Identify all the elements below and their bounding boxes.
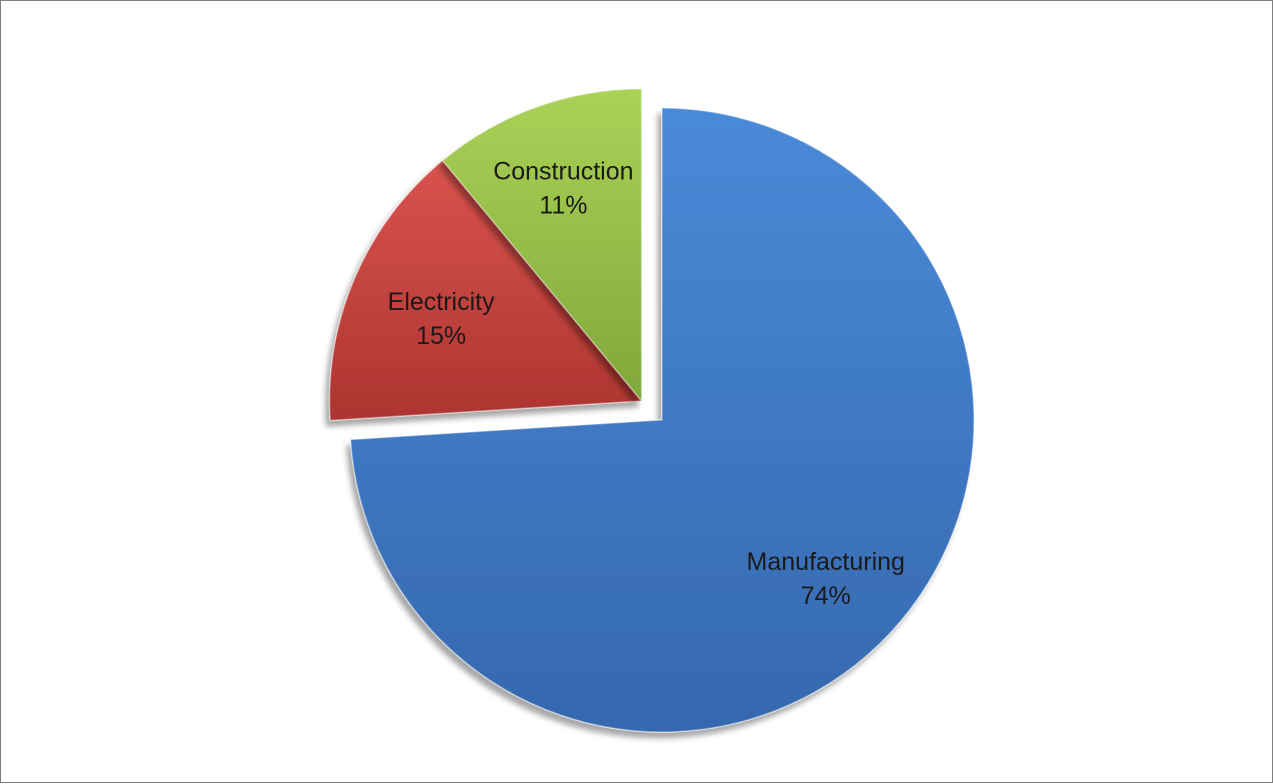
slice-name: Electricity xyxy=(388,288,495,316)
slice-percent: 15% xyxy=(416,322,466,350)
pie-slice-construction xyxy=(441,88,643,403)
pie-slice-manufacturing xyxy=(349,107,975,733)
pie-slice-electricity xyxy=(328,159,644,422)
slice-name: Construction xyxy=(493,158,633,186)
slice-percent: 74% xyxy=(801,582,851,610)
slices-layer xyxy=(328,88,975,733)
slice-percent: 11% xyxy=(539,192,587,220)
slice-label-electricity: Electricity 15% xyxy=(388,288,495,350)
slice-label-construction: Construction 11% xyxy=(493,158,633,220)
slice-label-manufacturing: Manufacturing 74% xyxy=(747,548,905,610)
slice-name: Manufacturing xyxy=(747,548,905,576)
labels-layer: Manufacturing 74% Electricity 15% Constructi… xyxy=(388,158,905,610)
